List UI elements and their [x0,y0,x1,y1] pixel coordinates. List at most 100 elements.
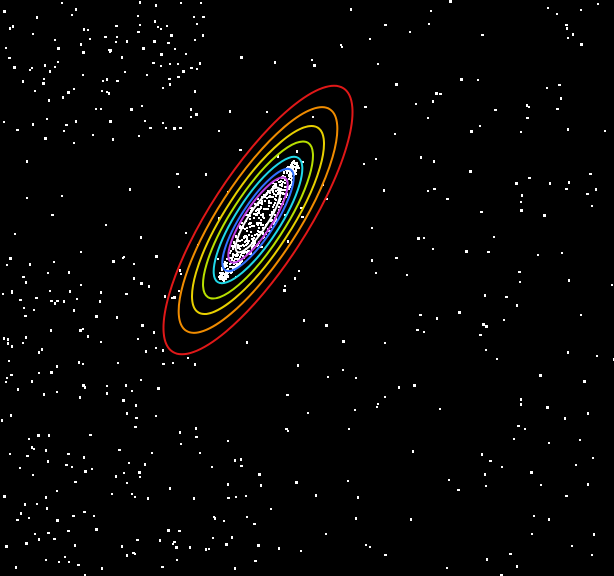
pixel [164,295,166,298]
pixel [67,91,70,94]
pixel [140,379,142,381]
pixel [137,338,139,340]
pixel [592,457,594,459]
pixel [218,217,220,220]
pixel [395,83,398,86]
pixel [214,517,216,520]
pixel [182,70,185,73]
pixel [61,2,63,4]
pixel [260,222,262,224]
pixel [586,193,589,195]
pixel [266,111,268,113]
pixel [157,387,160,390]
pixel [375,272,377,274]
pixel [235,496,237,498]
pixel [268,196,270,198]
pixel [307,412,309,414]
pixel [275,190,277,192]
pixel [2,293,4,295]
pixel [284,186,286,188]
pixel [237,263,239,265]
pixel [246,238,248,240]
pixel [484,294,486,297]
pixel [155,415,157,417]
pixel [240,465,243,467]
pixel [281,185,283,187]
pixel [45,559,47,561]
pixel [547,7,549,9]
pixel [202,34,204,37]
pixel [241,239,243,241]
pixel [291,168,293,170]
pixel [151,452,153,454]
pixel [526,117,529,119]
pixel [253,213,255,215]
pixel [256,222,258,224]
pixel [17,388,19,391]
pixel [199,452,201,454]
pixel [567,351,569,354]
isophote-ellipse [191,125,325,315]
pixel [32,474,34,476]
pixel [109,50,111,53]
pixel [383,189,385,192]
pixel [22,80,24,83]
pixel [45,449,47,452]
pixel [145,350,147,353]
pixel [240,254,242,256]
pixel [503,319,505,321]
pixel [248,234,250,236]
pixel [123,472,125,474]
pixel [195,427,197,430]
pixel [221,269,223,271]
pixel [234,459,236,462]
pixel [254,560,257,562]
pixel [219,272,221,274]
pixel [274,183,276,185]
pixel [194,363,196,366]
pixel [260,219,262,221]
pixel [121,56,123,59]
pixel [160,65,162,67]
pixel [227,268,229,270]
pixel [245,495,247,497]
pixel [190,108,192,111]
pixel [101,90,103,92]
pixel [134,496,136,498]
pixel [293,170,295,172]
pixel [439,93,442,95]
pixel [371,227,373,229]
pixel [481,34,484,36]
pixel [100,291,102,294]
pixel [300,207,303,209]
pixel [89,434,92,436]
pixel [83,28,85,31]
pixel [178,186,180,188]
pixel [44,64,46,67]
pixel [106,392,108,395]
pixel [251,225,253,227]
pixel [282,189,284,191]
pixel [285,428,288,430]
pixel [179,431,181,434]
pixel [229,257,231,259]
pixel [82,74,84,76]
pixel [556,13,558,15]
pixel [56,519,59,522]
pixel [249,215,251,217]
pixel [3,121,5,123]
pixel [152,62,155,64]
pixel [51,214,54,216]
pixel [543,214,546,217]
pixel [428,23,430,25]
pixel [171,297,173,299]
pixel [325,324,328,327]
pixel [516,565,518,568]
pixel [284,285,286,287]
pixel [241,260,243,262]
pixel [549,182,551,185]
pixel [243,252,245,254]
pixel [146,74,148,76]
pixel [54,66,56,68]
pixel [138,471,141,474]
